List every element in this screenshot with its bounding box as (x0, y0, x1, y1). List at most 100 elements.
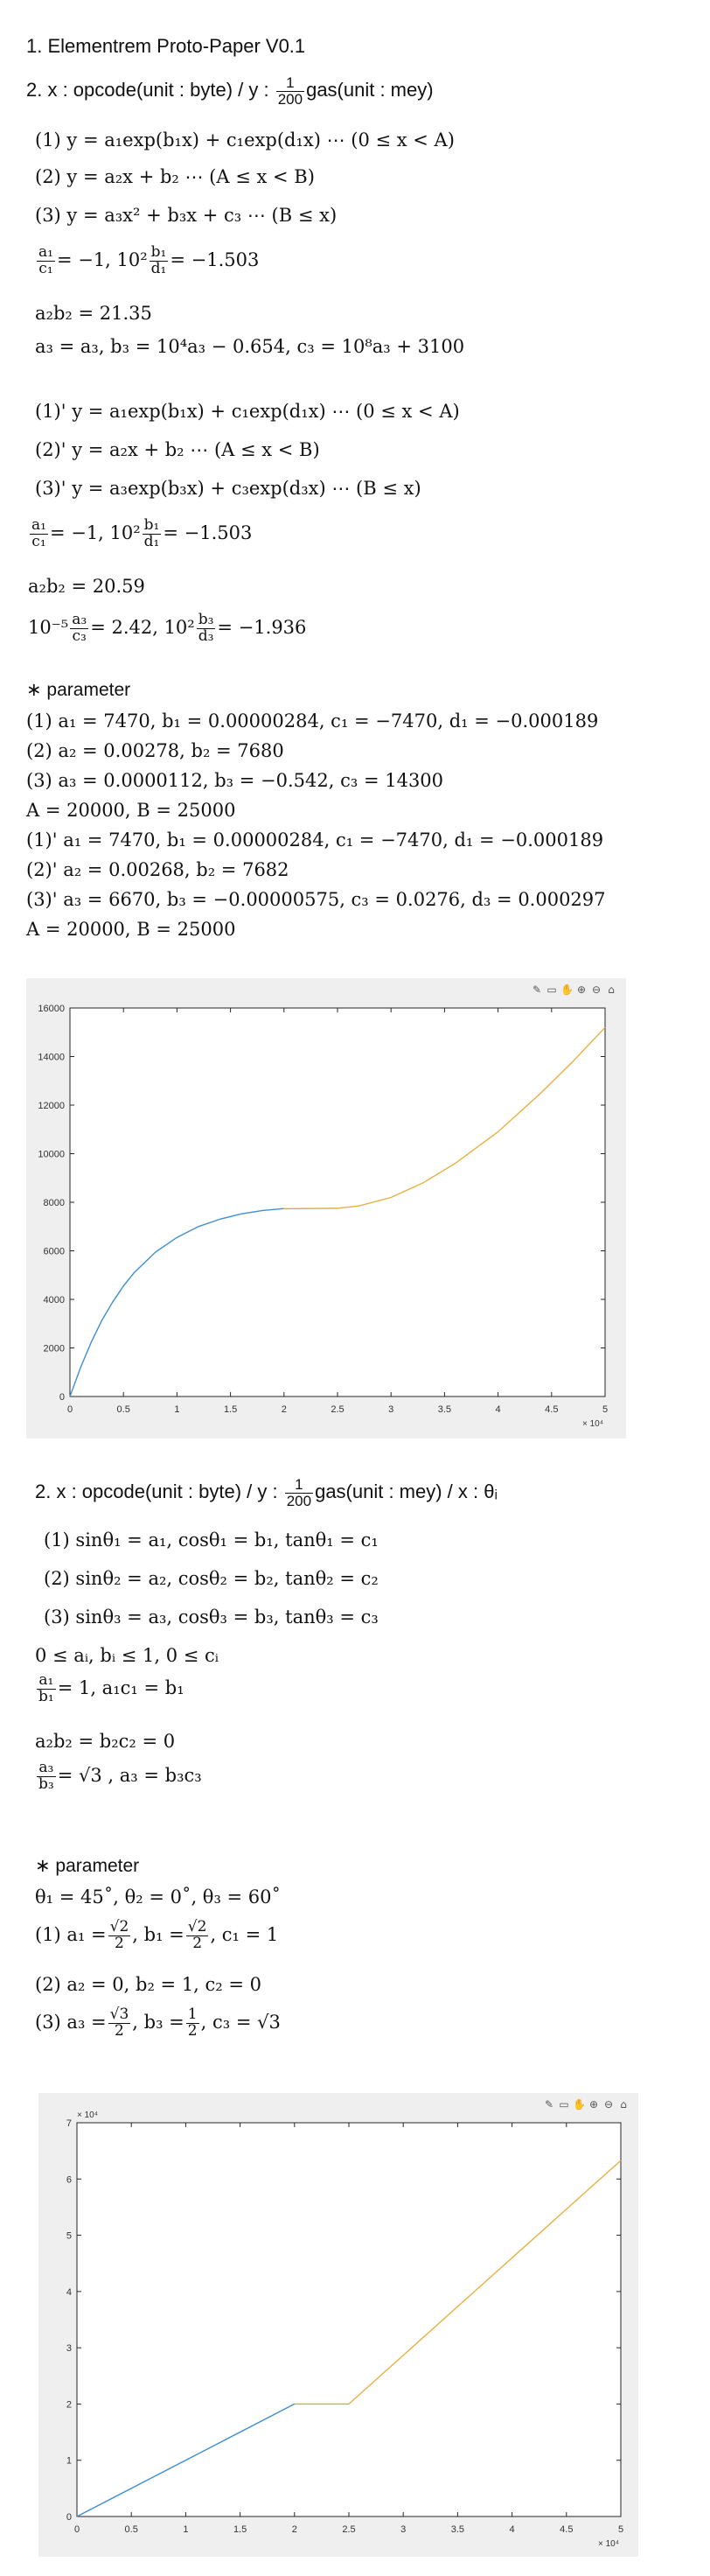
model-c-ratio1: a₁ b₁ = 1, a₁c₁ = b₁ (35, 1672, 184, 1705)
y-tick-label: 12000 (38, 1101, 65, 1111)
ratio-prefix: 10⁻⁵ (28, 616, 69, 638)
x-tick-label: 3 (400, 2524, 406, 2535)
pan-hand-icon[interactable]: ✋ (573, 2098, 586, 2110)
ratio-tail: = −1.936 (217, 616, 307, 638)
header-frac-den: 200 (277, 90, 303, 108)
x-tick-label: 0 (67, 1404, 73, 1415)
frac-num: b₁ (142, 516, 162, 535)
frac-den: 2 (115, 1934, 124, 1952)
frac-b3-d3: b₃ d₃ (196, 611, 216, 645)
x-tick-label: 1 (183, 2524, 188, 2535)
y-tick-label: 10000 (38, 1150, 65, 1160)
header-prefix: 2. x : opcode(unit : byte) / y : (26, 79, 275, 102)
header-frac-num: 1 (275, 75, 305, 92)
model-a-product: a₂b₂ = 21.35 (35, 303, 152, 324)
header-prefix: 2. x : opcode(unit : byte) / y : (35, 1480, 283, 1503)
home-icon[interactable]: ⌂ (620, 2098, 627, 2110)
ratio-tail: = −1.503 (163, 522, 253, 543)
brush-icon[interactable]: ✎ (544, 2098, 554, 2110)
param-line-3-prime: (3)' a₃ = 6670, b₃ = −0.00000575, c₃ = 0… (26, 889, 606, 910)
ratio-mid: = −1, 10² (49, 522, 141, 543)
y-tick-label: 1 (66, 2456, 72, 2467)
zoom-in-icon[interactable]: ⊕ (576, 984, 587, 996)
params-heading: ∗ parameter (26, 680, 131, 700)
document-title: 1. Elementrem Proto-Paper V0.1 (26, 35, 306, 57)
params2-theta: θ₁ = 45˚, θ₂ = 0˚, θ₃ = 60˚ (35, 1886, 282, 1908)
header-suffix: gas(unit : mey) / x : θᵢ (315, 1480, 498, 1503)
y-tick-label: 14000 (38, 1053, 65, 1063)
frac-num: b₃ (196, 611, 216, 629)
datatip-icon[interactable]: ▭ (546, 984, 557, 996)
header-fraction: 1 200 (284, 1477, 314, 1509)
frac-sqrt3-2: √3 2 (108, 2006, 131, 2040)
header-suffix: gas(unit : mey) (306, 79, 434, 102)
frac-num: a₁ (37, 243, 55, 262)
x-tick-label: 5 (602, 1404, 608, 1415)
frac-num: √2 (108, 1918, 131, 1936)
frac-den: b₁ (38, 1687, 54, 1705)
chart-figure-2: 0 0.5 1 1.5 2 2.5 3 3.5 4 4.5 5 0 1 2 3 4 5 6 7 × 10⁴ × 10⁴ … (38, 2093, 638, 2557)
x-tick-label: 2 (282, 1404, 287, 1415)
zoom-out-icon[interactable]: ⊖ (603, 2098, 614, 2110)
y-tick-label: 16000 (38, 1004, 65, 1014)
y-tick-label: 0 (59, 1392, 65, 1403)
frac-den: d₃ (198, 626, 214, 645)
y-tick-label: 2000 (44, 1344, 65, 1354)
model-a-eq3: (3) y = a₃x² + b₃x + c₃ ⋯ (B ≤ x) (35, 205, 338, 226)
chart-figure-1: 0 0.5 1 1.5 2 2.5 3 3.5 4 4.5 5 0 2000 4000 6000 8000 10… (26, 978, 626, 1438)
params2-heading: ∗ parameter (35, 1856, 140, 1876)
x-tick-label: 4.5 (560, 2524, 573, 2535)
y-tick-label: 4000 (44, 1295, 65, 1306)
datatip-icon[interactable]: ▭ (559, 2098, 569, 2110)
x-tick-label: 4 (496, 1404, 501, 1415)
param-pre: (1) a₁ = (35, 1923, 107, 1945)
frac-a1-b1: a₁ b₁ (37, 1672, 56, 1705)
frac-b1-d1: b₁ d₁ (142, 516, 162, 550)
param-tail: , c₁ = 1 (210, 1923, 279, 1945)
param-tail: , c₃ = √3 (200, 2011, 281, 2033)
model-c-eq2: (2) sinθ₂ = a₂, cosθ₂ = b₂, tanθ₂ = c₂ (44, 1568, 379, 1589)
x-tick-label: 3 (388, 1404, 393, 1415)
y-tick-label: 2 (66, 2399, 72, 2410)
x-tick-label: 5 (618, 2524, 623, 2535)
pan-hand-icon[interactable]: ✋ (560, 984, 574, 996)
model-b-product: a₂b₂ = 20.59 (28, 576, 145, 597)
header-fraction: 1 200 (275, 75, 305, 108)
brush-icon[interactable]: ✎ (532, 984, 542, 996)
frac-b1-d1: b₁ d₁ (149, 244, 169, 277)
frac-num: a₁ (37, 1672, 56, 1690)
x-exponent-label: × 10⁴ (582, 1419, 603, 1429)
frac-num: a₁ (30, 516, 48, 535)
frac-a1-c1: a₁ c₁ (37, 243, 55, 277)
model-a-eq2: (2) y = a₂x + b₂ ⋯ (A ≤ x < B) (35, 166, 315, 187)
frac-den: 2 (192, 1934, 203, 1952)
frac-num: √2 (185, 1918, 209, 1936)
y-tick-label: 7 (66, 2118, 72, 2129)
x-tick-label: 4 (510, 2524, 515, 2535)
params2-line-1: (1) a₁ = √2 2, b₁ = √2 2, c₁ = 1 (35, 1918, 279, 1952)
frac-den: c₁ (31, 532, 46, 550)
home-icon[interactable]: ⌂ (608, 984, 615, 996)
figure-toolbar: ✎ ▭ ✋ ⊕ ⊖ ⌂ (543, 2098, 630, 2110)
x-tick-label: 3.5 (438, 1404, 451, 1415)
params2-line-2: (2) a₂ = 0, b₂ = 1, c₂ = 0 (35, 1974, 262, 1995)
series-line-3 (337, 1026, 606, 1209)
model-b-eq2: (2)' y = a₂x + b₂ ⋯ (A ≤ x < B) (35, 439, 320, 460)
zoom-out-icon[interactable]: ⊖ (591, 984, 602, 996)
plot-area (76, 2122, 622, 2517)
model-c-eq3: (3) sinθ₃ = a₃, cosθ₃ = b₃, tanθ₃ = c₃ (44, 1606, 379, 1628)
frac-den: c₁ (38, 259, 53, 277)
param-line-2-prime: (2)' a₂ = 0.00268, b₂ = 7682 (26, 859, 289, 880)
model-c-constraint: 0 ≤ aᵢ, bᵢ ≤ 1, 0 ≤ cᵢ (35, 1645, 219, 1666)
model-b-eq3: (3)' y = a₃exp(b₃x) + c₃exp(d₃x) ⋯ (B ≤ … (35, 478, 421, 499)
zoom-in-icon[interactable]: ⊕ (588, 2098, 599, 2110)
param-mid: , b₃ = (132, 2011, 184, 2033)
series-line-1 (76, 2403, 296, 2517)
ratio-tail: = √3 , a₃ = b₃c₃ (57, 1764, 202, 1786)
param-mid: , b₁ = (132, 1923, 184, 1945)
model-c-eq1: (1) sinθ₁ = a₁, cosθ₁ = b₁, tanθ₁ = c₁ (44, 1530, 379, 1550)
y-tick-label: 6000 (44, 1247, 65, 1257)
frac-num: a₃ (70, 611, 89, 629)
header-frac-num: 1 (284, 1477, 314, 1494)
ratio-tail: = 1, a₁c₁ = b₁ (57, 1676, 184, 1698)
